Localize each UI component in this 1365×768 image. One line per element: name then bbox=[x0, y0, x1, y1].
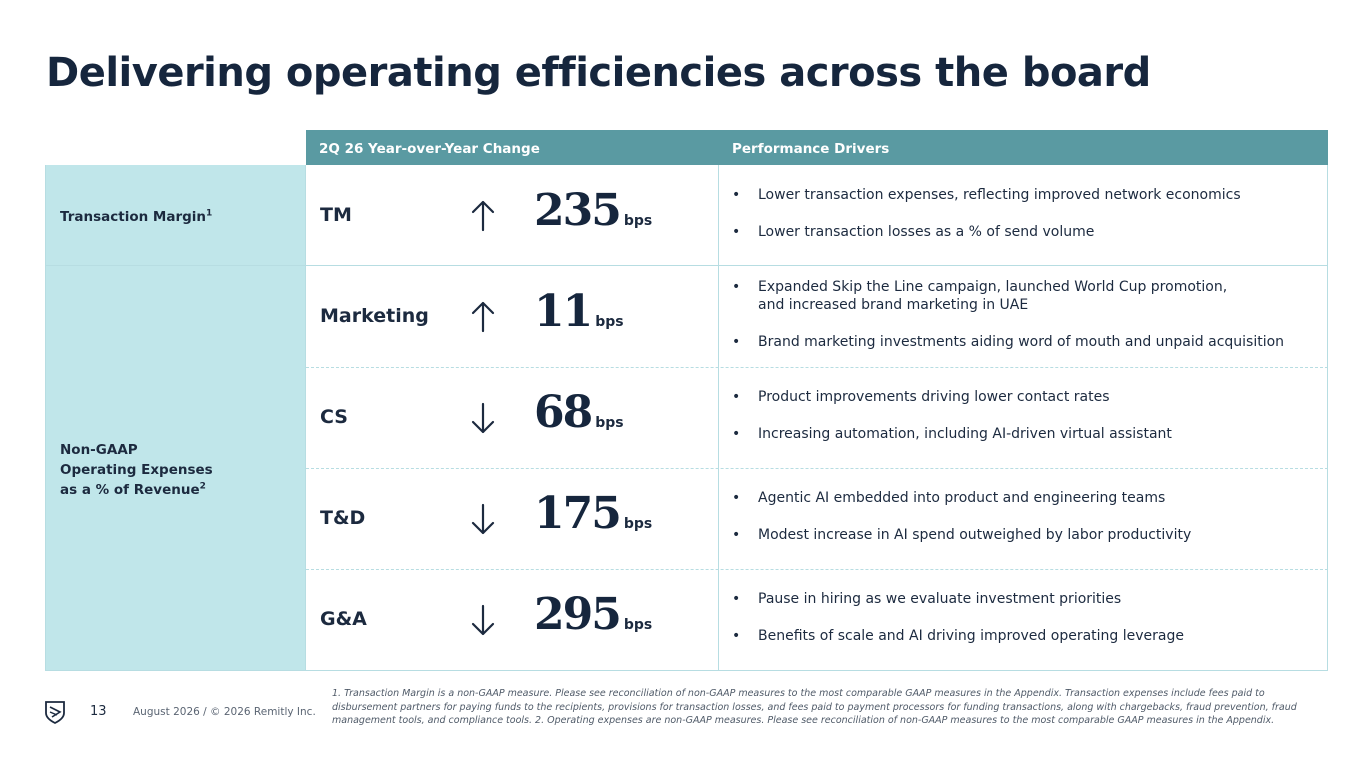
table-divider bbox=[306, 367, 1328, 368]
change-value: 175 bps bbox=[534, 491, 653, 546]
driver-bullet: • Agentic AI embedded into product and en… bbox=[732, 489, 1292, 507]
driver-text: Benefits of scale and AI driving improve… bbox=[758, 628, 1184, 644]
table-divider bbox=[718, 165, 719, 671]
bullet-dot-icon: • bbox=[732, 389, 741, 405]
table-header-bar bbox=[306, 130, 1328, 165]
metric-name: TM bbox=[320, 203, 352, 226]
change-number: 68 bbox=[534, 386, 593, 438]
driver-text: Expanded Skip the Line campaign, launche… bbox=[758, 279, 1228, 313]
driver-bullet: • Brand marketing investments aiding word… bbox=[732, 333, 1292, 351]
footnote: 1. Transaction Margin is a non-GAAP meas… bbox=[332, 688, 1297, 726]
change-value: 68 bps bbox=[534, 390, 624, 445]
change-number: 11 bbox=[534, 285, 593, 337]
metric-name: T&D bbox=[320, 506, 366, 529]
page-title: Delivering operating efficiencies across… bbox=[46, 50, 1151, 96]
metric-name: Marketing bbox=[320, 304, 429, 327]
remitly-shield-icon bbox=[45, 701, 65, 724]
bullet-dot-icon: • bbox=[732, 187, 741, 203]
change-unit: bps bbox=[623, 212, 653, 229]
bullet-dot-icon: • bbox=[732, 628, 741, 644]
table-divider bbox=[45, 265, 1328, 266]
change-unit: bps bbox=[623, 515, 653, 532]
driver-text: Modest increase in AI spend outweighed b… bbox=[758, 527, 1192, 543]
change-unit: bps bbox=[623, 616, 653, 633]
category-cell-transaction-margin bbox=[45, 165, 306, 266]
change-unit: bps bbox=[595, 414, 624, 431]
change-unit: bps bbox=[595, 313, 624, 330]
change-value: 11 bps bbox=[534, 289, 624, 344]
category-label-opex: Non-GAAP Operating Expenses as a % of Re… bbox=[60, 442, 213, 498]
arrow-down-icon bbox=[471, 503, 495, 534]
driver-bullet: • Lower transaction losses as a % of send… bbox=[732, 223, 1292, 241]
driver-bullet: • Benefits of scale and AI driving improv… bbox=[732, 627, 1292, 645]
driver-bullet: • Expanded Skip the Line campaign, launch… bbox=[732, 278, 1292, 314]
driver-bullet: • Increasing automation, including AI-dri… bbox=[732, 425, 1292, 443]
driver-text: Agentic AI embedded into product and eng… bbox=[758, 490, 1166, 506]
bullet-dot-icon: • bbox=[732, 224, 741, 240]
drivers-list: • Expanded Skip the Line campaign, launch… bbox=[732, 278, 1292, 351]
driver-bullet: • Pause in hiring as we evaluate investme… bbox=[732, 590, 1292, 608]
bullet-dot-icon: • bbox=[732, 279, 741, 295]
drivers-list: • Lower transaction expenses, reflecting … bbox=[732, 186, 1292, 241]
table-divider bbox=[306, 468, 1328, 469]
driver-bullet: • Product improvements driving lower cont… bbox=[732, 388, 1292, 406]
change-number: 295 bbox=[534, 588, 622, 640]
metric-name: CS bbox=[320, 405, 348, 428]
driver-text: Lower transaction expenses, reflecting i… bbox=[758, 187, 1241, 203]
column-header-drivers: Performance Drivers bbox=[732, 141, 890, 157]
drivers-list: • Pause in hiring as we evaluate investme… bbox=[732, 590, 1292, 645]
bullet-dot-icon: • bbox=[732, 426, 741, 442]
table-border bbox=[45, 165, 1328, 671]
bullet-dot-icon: • bbox=[732, 591, 741, 607]
metric-name: G&A bbox=[320, 607, 367, 630]
category-label-transaction-margin: Transaction Margin1 bbox=[60, 208, 213, 225]
arrow-up-icon bbox=[471, 200, 495, 231]
arrow-down-icon bbox=[471, 604, 495, 635]
table-divider bbox=[305, 165, 306, 671]
bullet-dot-icon: • bbox=[732, 334, 741, 350]
bullet-dot-icon: • bbox=[732, 490, 741, 506]
arrow-down-icon bbox=[471, 402, 495, 433]
driver-text: Lower transaction losses as a % of send … bbox=[758, 224, 1095, 240]
change-number: 175 bbox=[534, 487, 622, 539]
driver-text: Product improvements driving lower conta… bbox=[758, 389, 1110, 405]
table-divider bbox=[306, 569, 1328, 570]
driver-text: Increasing automation, including AI-driv… bbox=[758, 426, 1172, 442]
change-value: 295 bps bbox=[534, 592, 653, 647]
arrow-up-icon bbox=[471, 301, 495, 332]
change-value: 235 bps bbox=[534, 188, 653, 243]
drivers-list: • Agentic AI embedded into product and en… bbox=[732, 489, 1292, 544]
column-header-change: 2Q 26 Year-over-Year Change bbox=[319, 141, 540, 157]
driver-bullet: • Modest increase in AI spend outweighed … bbox=[732, 526, 1292, 544]
driver-bullet: • Lower transaction expenses, reflecting … bbox=[732, 186, 1292, 204]
bullet-dot-icon: • bbox=[732, 527, 741, 543]
page-number: 13 bbox=[90, 704, 107, 719]
driver-text: Brand marketing investments aiding word … bbox=[758, 334, 1285, 350]
category-cell-opex bbox=[45, 266, 306, 671]
change-number: 235 bbox=[534, 184, 622, 236]
driver-text: Pause in hiring as we evaluate investmen… bbox=[758, 591, 1122, 607]
drivers-list: • Product improvements driving lower cont… bbox=[732, 388, 1292, 443]
copyright: August 2026 / © 2026 Remitly Inc. bbox=[133, 706, 316, 718]
